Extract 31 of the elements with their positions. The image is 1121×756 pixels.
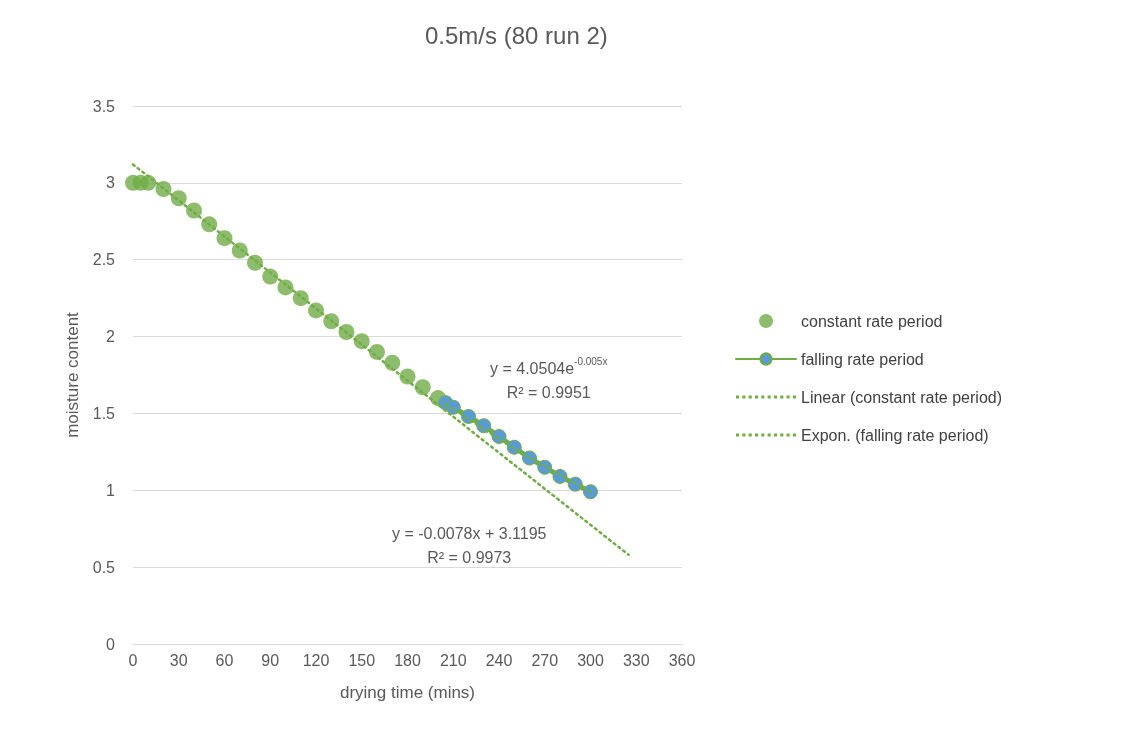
y-tick-label: 1 bbox=[106, 481, 116, 499]
x-tick-label: 150 bbox=[348, 651, 376, 669]
y-tick-label: 2 bbox=[106, 328, 116, 346]
y-axis-title: moisture content bbox=[63, 311, 82, 438]
x-tick-label: 120 bbox=[302, 651, 330, 669]
x-tick-label: 0 bbox=[128, 651, 138, 669]
x-tick-label: 180 bbox=[394, 651, 421, 669]
x-axis-title: drying time (mins) bbox=[339, 683, 476, 702]
x-tick-label: 270 bbox=[531, 651, 559, 669]
x-tick-label: 90 bbox=[261, 651, 280, 669]
x-tick-label: 300 bbox=[577, 651, 604, 669]
y-tick-label: 3.5 bbox=[92, 97, 116, 115]
y-tick-label: 2.5 bbox=[92, 251, 116, 269]
point bbox=[583, 484, 598, 500]
y-tick-label: 1.5 bbox=[92, 404, 116, 422]
y-tick-label: 0 bbox=[106, 635, 116, 653]
x-tick-label: 360 bbox=[668, 651, 696, 669]
x-tick-label: 240 bbox=[485, 651, 513, 669]
point bbox=[140, 174, 157, 191]
x-tick-label: 210 bbox=[439, 651, 467, 669]
x-tick-label: 330 bbox=[622, 651, 650, 669]
y-tick-label: 0.5 bbox=[92, 558, 116, 576]
x-tick-label: 60 bbox=[215, 651, 234, 669]
legend-label: falling rate period bbox=[801, 350, 924, 368]
chart-title: 0.5m/s (80 run 2) bbox=[425, 21, 608, 49]
legend-label: Linear (constant rate period) bbox=[801, 388, 1002, 406]
x-tick-label: 30 bbox=[169, 651, 188, 669]
annotation: y = -0.0078x + 3.1195 R² = 0.9973 bbox=[392, 524, 547, 566]
legend-label: constant rate period bbox=[801, 312, 943, 330]
legend-label: Expon. (falling rate period) bbox=[801, 426, 989, 444]
y-tick-label: 3 bbox=[106, 174, 116, 192]
